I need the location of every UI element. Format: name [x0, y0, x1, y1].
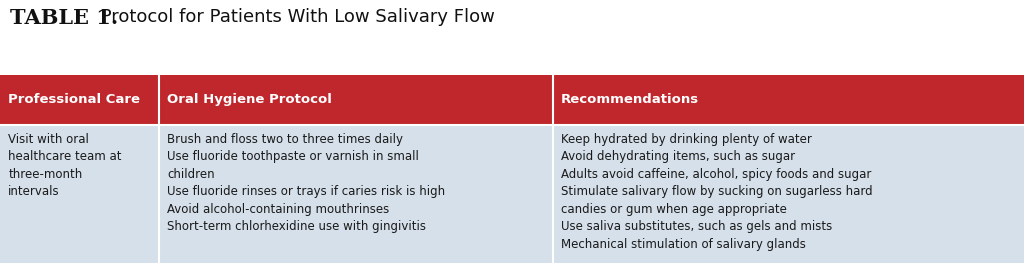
- Bar: [553, 75, 1024, 125]
- Bar: [159, 125, 553, 263]
- Bar: [553, 125, 1024, 263]
- Text: Recommendations: Recommendations: [561, 93, 699, 107]
- Text: Brush and floss two to three times daily
Use fluoride toothpaste or varnish in s: Brush and floss two to three times daily…: [167, 133, 445, 233]
- Text: Oral Hygiene Protocol: Oral Hygiene Protocol: [167, 93, 332, 107]
- Text: TABLE 1.: TABLE 1.: [10, 8, 119, 28]
- Bar: [159, 75, 553, 125]
- Text: Protocol for Patients With Low Salivary Flow: Protocol for Patients With Low Salivary …: [95, 8, 496, 26]
- Text: Keep hydrated by drinking plenty of water
Avoid dehydrating items, such as sugar: Keep hydrated by drinking plenty of wate…: [561, 133, 872, 251]
- Text: Professional Care: Professional Care: [8, 93, 140, 107]
- Bar: [0, 125, 159, 263]
- Bar: [0, 75, 159, 125]
- Text: Visit with oral
healthcare team at
three-month
intervals: Visit with oral healthcare team at three…: [8, 133, 122, 198]
